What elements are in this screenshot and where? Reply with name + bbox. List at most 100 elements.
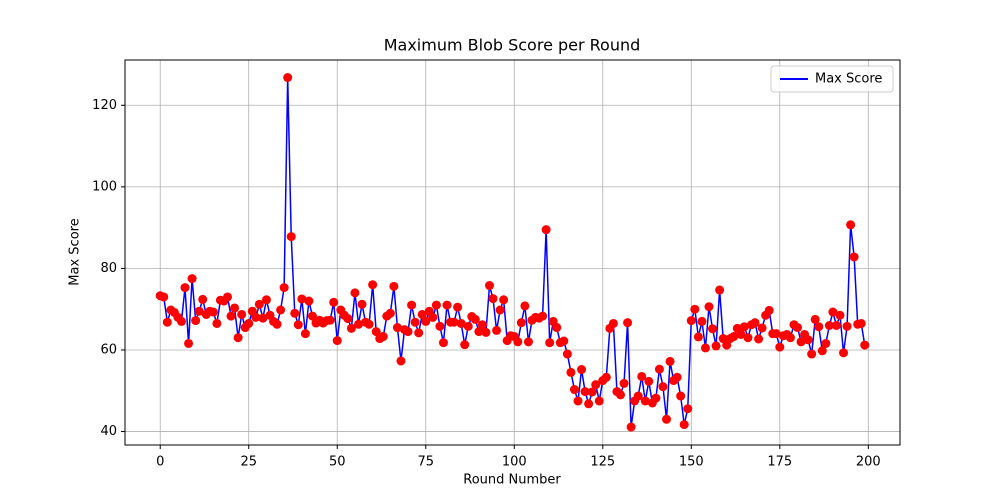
marker (839, 348, 849, 358)
marker (828, 307, 838, 317)
marker (754, 334, 764, 344)
marker (651, 393, 661, 403)
marker (198, 294, 208, 304)
marker (704, 302, 714, 312)
marker (332, 336, 342, 346)
marker (389, 281, 399, 291)
marker (407, 300, 417, 310)
marker (162, 317, 172, 327)
marker (619, 378, 629, 388)
marker (697, 316, 707, 326)
marker (693, 332, 703, 342)
marker (251, 312, 261, 322)
marker (831, 321, 841, 331)
marker (410, 317, 420, 327)
marker (824, 321, 834, 331)
marker (520, 301, 530, 311)
marker (814, 322, 824, 332)
axes-frame (124, 59, 901, 446)
marker (371, 327, 381, 337)
marker (757, 323, 767, 333)
marker (184, 338, 194, 348)
marker (499, 295, 509, 305)
marker (615, 390, 625, 400)
marker (676, 391, 686, 401)
marker (566, 367, 576, 377)
x-tick-label: 0 (156, 455, 164, 470)
marker (739, 322, 749, 332)
marker (276, 305, 286, 315)
marker (793, 323, 803, 333)
marker (541, 225, 551, 235)
y-tick-label: 120 (92, 98, 117, 113)
x-tick-label: 200 (856, 455, 881, 470)
marker (640, 396, 650, 406)
marker (484, 281, 494, 291)
marker (385, 308, 395, 318)
marker (258, 313, 268, 323)
marker (807, 349, 817, 359)
marker (584, 399, 594, 409)
marker (516, 318, 526, 328)
marker (307, 311, 317, 321)
marker (470, 314, 480, 324)
marker (569, 385, 579, 395)
marker (261, 295, 271, 305)
marker (212, 318, 222, 328)
marker (357, 299, 367, 309)
marker (435, 321, 445, 331)
marker (573, 396, 583, 406)
marker (159, 292, 169, 302)
marker (233, 333, 243, 343)
marker (353, 319, 363, 329)
marker (290, 308, 300, 318)
x-tick-label: 75 (417, 455, 434, 470)
marker (810, 314, 820, 324)
marker (545, 338, 555, 348)
legend-box (770, 65, 894, 93)
marker (771, 329, 781, 339)
chart-title: Maximum Blob Score per Round (384, 36, 641, 55)
marker (449, 317, 459, 327)
marker (300, 329, 310, 339)
marker (325, 315, 335, 325)
marker (279, 283, 289, 293)
marker (577, 365, 587, 375)
marker (817, 346, 827, 356)
marker (637, 371, 647, 381)
marker (346, 323, 356, 333)
y-tick-label: 40 (100, 424, 117, 439)
marker (601, 372, 611, 382)
marker (821, 338, 831, 348)
marker (796, 337, 806, 347)
marker (523, 337, 533, 347)
marker (222, 292, 232, 302)
marker (856, 318, 866, 328)
x-axis-label: Round Number (463, 473, 561, 488)
marker (513, 337, 523, 347)
marker (180, 283, 190, 293)
marker (283, 73, 293, 83)
marker (700, 343, 710, 353)
legend-label: Max Score (815, 72, 882, 87)
marker (658, 382, 668, 392)
marker (378, 332, 388, 342)
marker (421, 316, 431, 326)
marker (293, 320, 303, 330)
marker (644, 376, 654, 386)
marker (562, 349, 572, 359)
x-tick-label: 50 (329, 455, 346, 470)
marker (208, 307, 218, 317)
marker (194, 306, 204, 316)
marker (428, 312, 438, 322)
marker (417, 309, 427, 319)
marker (665, 356, 675, 366)
marker (254, 299, 264, 309)
marker (729, 332, 739, 342)
marker (187, 274, 197, 284)
plot (155, 73, 870, 432)
marker (764, 305, 774, 315)
marker (849, 252, 859, 262)
marker (662, 414, 672, 424)
marker (237, 309, 247, 319)
